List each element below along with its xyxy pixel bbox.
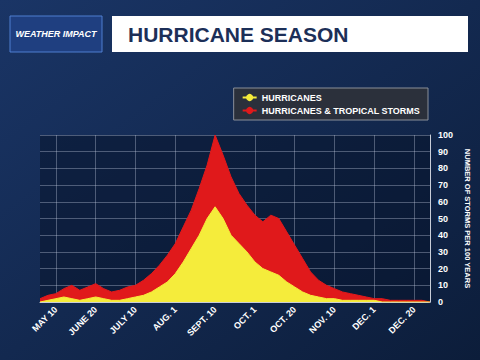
svg-text:WEATHER IMPACT: WEATHER IMPACT (15, 29, 98, 39)
svg-text:50: 50 (438, 214, 448, 224)
svg-text:DEC. 20: DEC. 20 (387, 304, 418, 335)
svg-text:70: 70 (438, 180, 448, 190)
svg-text:40: 40 (438, 230, 448, 240)
svg-text:OCT. 1: OCT. 1 (232, 304, 259, 331)
svg-text:90: 90 (438, 147, 448, 157)
svg-text:NUMBER OF STORMS PER 100 YEARS: NUMBER OF STORMS PER 100 YEARS (463, 149, 472, 288)
svg-text:HURRICANES & TROPICAL STORMS: HURRICANES & TROPICAL STORMS (262, 106, 420, 116)
svg-text:JUNE 20: JUNE 20 (66, 304, 99, 337)
svg-text:AUG. 1: AUG. 1 (151, 304, 179, 332)
svg-text:100: 100 (438, 130, 453, 140)
svg-text:80: 80 (438, 163, 448, 173)
svg-text:20: 20 (438, 264, 448, 274)
svg-text:SEPT. 10: SEPT. 10 (185, 304, 219, 338)
svg-text:JULY 10: JULY 10 (108, 304, 139, 335)
svg-text:60: 60 (438, 197, 448, 207)
svg-text:10: 10 (438, 280, 448, 290)
svg-text:OCT. 20: OCT. 20 (268, 304, 298, 334)
svg-text:HURRICANES: HURRICANES (262, 93, 322, 103)
svg-text:30: 30 (438, 247, 448, 257)
svg-text:MAY 10: MAY 10 (30, 304, 59, 333)
svg-text:NOV. 10: NOV. 10 (307, 304, 338, 335)
svg-text:0: 0 (438, 297, 443, 307)
svg-text:DEC. 1: DEC. 1 (350, 304, 378, 332)
svg-text:HURRICANE SEASON: HURRICANE SEASON (128, 23, 349, 46)
